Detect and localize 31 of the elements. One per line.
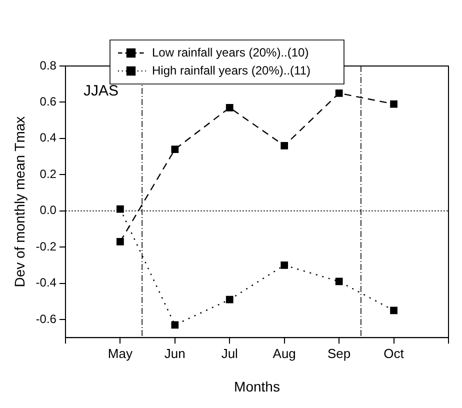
point [280, 261, 288, 269]
y-tick-label: -0.6 [36, 312, 57, 326]
x-tick-label: Jun [164, 346, 186, 361]
legend-label: Low rainfall years (20%)..(10) [152, 45, 309, 60]
point [116, 238, 124, 246]
annotation: JJAS [83, 82, 118, 100]
x-tick-label: May [108, 346, 133, 361]
point [226, 296, 234, 304]
y-axis-title: Dev of monthly mean Tmax [11, 116, 28, 288]
y-tick-label: 0.6 [40, 94, 57, 109]
x-axis-title: Months [234, 378, 280, 394]
x-tick-label: Jul [221, 346, 238, 361]
point [116, 205, 124, 213]
point [280, 142, 288, 150]
y-tick-label: 0.0 [40, 203, 57, 218]
x-tick-label: Sep [327, 346, 351, 361]
point [390, 100, 398, 108]
y-tick-label: 0.8 [40, 58, 57, 72]
y-tick-label: 0.2 [40, 166, 57, 181]
point [390, 306, 398, 314]
legend-label: High rainfall years (20%)..(11) [152, 63, 311, 78]
x-tick-label: Oct [384, 346, 404, 361]
point [171, 321, 179, 329]
y-tick-label: -0.2 [36, 239, 57, 254]
y-tick-label: 0.4 [40, 130, 57, 145]
y-tick-label: -0.4 [36, 276, 57, 290]
point [335, 89, 343, 97]
point [335, 278, 343, 286]
x-tick-label: Aug [272, 346, 296, 361]
point [226, 104, 234, 112]
point [171, 146, 179, 153]
